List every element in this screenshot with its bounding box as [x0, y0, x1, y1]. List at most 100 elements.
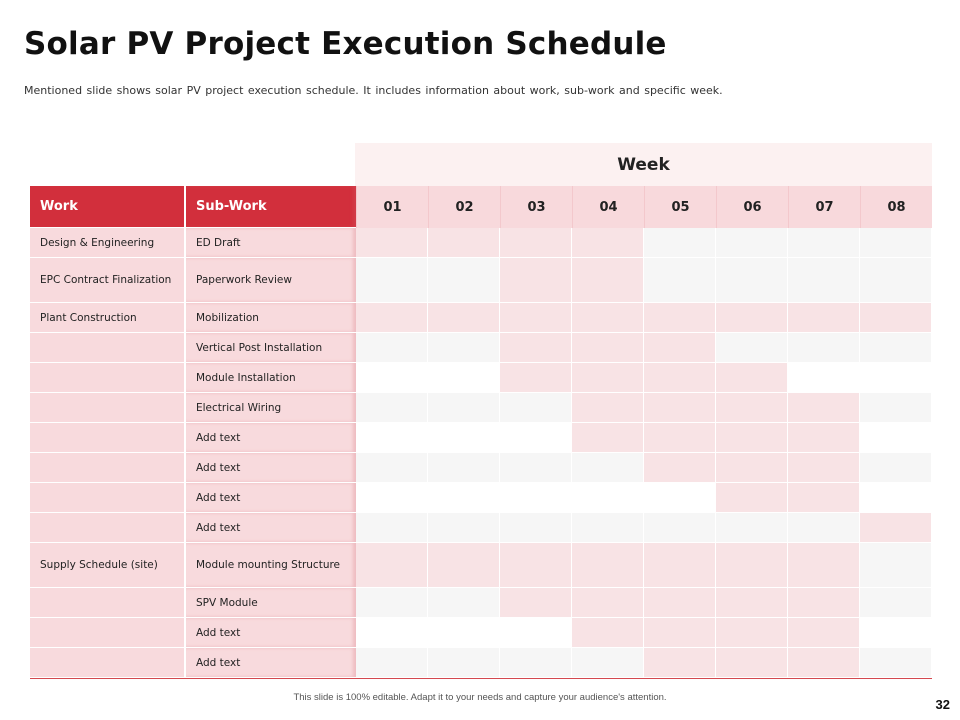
- week-cell-4: [572, 588, 644, 618]
- week-cell-4: [572, 228, 644, 258]
- work-cell: [30, 618, 186, 648]
- week-header-1: 01: [356, 186, 428, 228]
- week-cell-6: [716, 453, 788, 483]
- week-cell-7: [788, 363, 860, 393]
- table-row: Add text: [30, 618, 932, 648]
- week-cell-5: [644, 228, 716, 258]
- table-header-row: Work Sub-Work 01 02 03 04 05 06 07 08: [30, 186, 932, 228]
- work-cell: Plant Construction: [30, 303, 186, 333]
- week-cell-3: [500, 543, 572, 588]
- schedule-table: Work Sub-Work 01 02 03 04 05 06 07 08 Design & …: [30, 186, 932, 679]
- week-cell-8: [860, 618, 931, 648]
- week-cell-5: [644, 393, 716, 423]
- slide-title: Solar PV Project Execution Schedule: [24, 26, 667, 62]
- week-cell-7: [788, 483, 860, 513]
- week-cell-6: [716, 588, 788, 618]
- week-cell-1: [356, 363, 428, 393]
- week-cell-1: [356, 393, 428, 423]
- week-cell-8: [860, 483, 931, 513]
- week-cell-3: [500, 618, 572, 648]
- week-cell-1: [356, 618, 428, 648]
- subwork-cell: SPV Module: [186, 588, 356, 618]
- week-cell-8: [860, 513, 931, 543]
- week-cell-1: [356, 543, 428, 588]
- week-cell-4: [572, 648, 644, 678]
- slide-subtitle: Mentioned slide shows solar PV project e…: [24, 84, 723, 97]
- week-cell-6: [716, 543, 788, 588]
- week-cell-7: [788, 423, 860, 453]
- page-number: 32: [935, 697, 950, 712]
- week-cell-1: [356, 513, 428, 543]
- work-cell: [30, 588, 186, 618]
- table-row: EPC Contract Finalization Paperwork Revie…: [30, 258, 932, 303]
- week-cell-3: [500, 513, 572, 543]
- week-cell-3: [500, 453, 572, 483]
- week-cell-6: [716, 423, 788, 453]
- work-cell: [30, 483, 186, 513]
- week-cell-2: [428, 543, 500, 588]
- week-cell-2: [428, 648, 500, 678]
- week-cell-8: [860, 258, 931, 303]
- week-cell-5: [644, 453, 716, 483]
- week-cell-4: [572, 363, 644, 393]
- week-cell-5: [644, 513, 716, 543]
- week-cell-3: [500, 363, 572, 393]
- week-cell-1: [356, 483, 428, 513]
- week-cell-1: [356, 228, 428, 258]
- week-cell-4: [572, 303, 644, 333]
- week-cell-7: [788, 648, 860, 678]
- week-cell-8: [860, 393, 931, 423]
- table-row: SPV Module: [30, 588, 932, 618]
- week-cell-8: [860, 423, 931, 453]
- subwork-cell: Add text: [186, 618, 356, 648]
- table-row: Add text: [30, 423, 932, 453]
- week-header-7: 07: [788, 186, 860, 228]
- subwork-cell: Add text: [186, 648, 356, 678]
- work-cell: [30, 333, 186, 363]
- subwork-cell: ED Draft: [186, 228, 356, 258]
- week-cell-2: [428, 303, 500, 333]
- week-cell-2: [428, 453, 500, 483]
- week-cell-2: [428, 483, 500, 513]
- subwork-column-header: Sub-Work: [186, 186, 356, 228]
- subwork-cell: Add text: [186, 513, 356, 543]
- week-cell-2: [428, 333, 500, 363]
- table-row: Vertical Post Installation: [30, 333, 932, 363]
- table-row: Add text: [30, 648, 932, 678]
- table-row: Design & Engineering ED Draft: [30, 228, 932, 258]
- week-cell-6: [716, 393, 788, 423]
- week-cell-2: [428, 513, 500, 543]
- table-row: Electrical Wiring: [30, 393, 932, 423]
- week-cell-7: [788, 618, 860, 648]
- week-cell-6: [716, 513, 788, 543]
- week-cell-5: [644, 423, 716, 453]
- week-cell-7: [788, 228, 860, 258]
- week-cell-8: [860, 543, 931, 588]
- table-row: Supply Schedule (site) Module mounting St…: [30, 543, 932, 588]
- week-cell-4: [572, 453, 644, 483]
- week-header-2: 02: [428, 186, 500, 228]
- week-cell-2: [428, 393, 500, 423]
- table-row: Plant Construction Mobilization: [30, 303, 932, 333]
- week-header: Week: [355, 143, 932, 186]
- week-cell-6: [716, 258, 788, 303]
- week-cell-7: [788, 513, 860, 543]
- week-header-8: 08: [860, 186, 932, 228]
- week-cell-5: [644, 258, 716, 303]
- week-cell-1: [356, 258, 428, 303]
- week-cell-2: [428, 618, 500, 648]
- week-cell-4: [572, 258, 644, 303]
- week-cell-3: [500, 228, 572, 258]
- week-cell-8: [860, 453, 931, 483]
- week-cell-5: [644, 363, 716, 393]
- week-cell-4: [572, 483, 644, 513]
- week-cell-3: [500, 303, 572, 333]
- week-cell-7: [788, 393, 860, 423]
- week-cell-6: [716, 363, 788, 393]
- week-cell-1: [356, 303, 428, 333]
- work-cell: Supply Schedule (site): [30, 543, 186, 588]
- week-cell-5: [644, 648, 716, 678]
- week-cell-1: [356, 588, 428, 618]
- week-cell-2: [428, 588, 500, 618]
- week-cell-3: [500, 423, 572, 453]
